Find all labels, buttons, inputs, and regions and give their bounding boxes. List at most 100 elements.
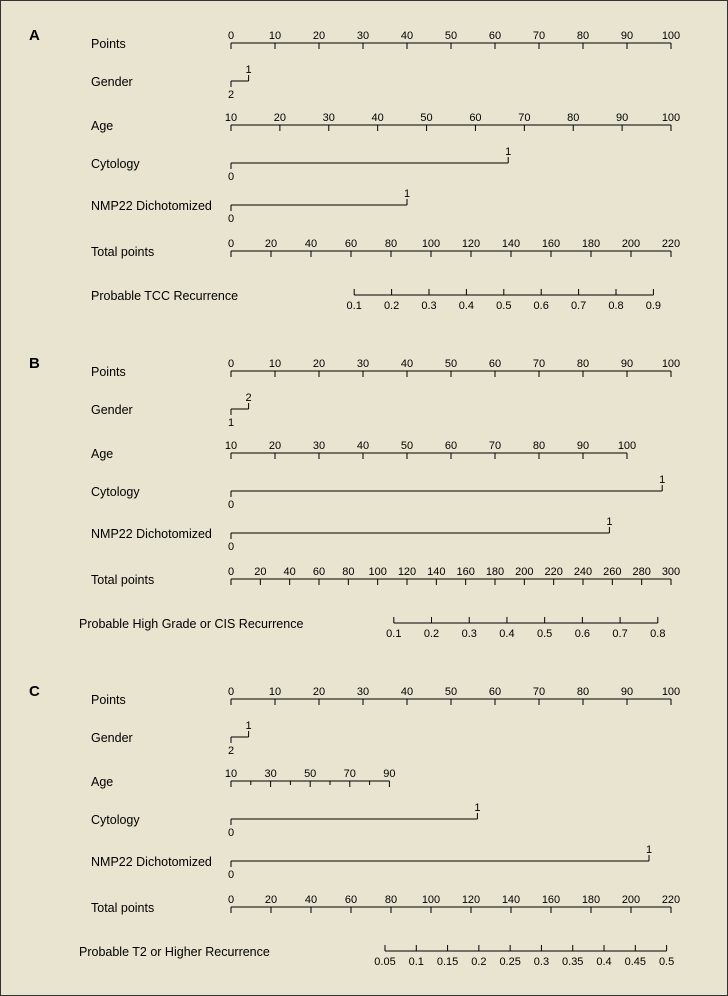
svg-text:120: 120	[462, 238, 480, 250]
svg-text:280: 280	[632, 566, 650, 578]
svg-text:10: 10	[225, 112, 237, 124]
svg-text:90: 90	[383, 768, 395, 780]
axis: 020406080100120140160180200220	[1, 231, 728, 281]
svg-text:220: 220	[544, 566, 562, 578]
svg-text:0.35: 0.35	[562, 956, 583, 968]
svg-text:240: 240	[574, 566, 592, 578]
svg-text:60: 60	[313, 566, 325, 578]
svg-text:80: 80	[385, 894, 397, 906]
svg-text:1: 1	[246, 720, 252, 732]
svg-text:1: 1	[228, 417, 234, 429]
panel-c: CPoints0102030405060708090100Gender12Age…	[1, 671, 728, 991]
svg-text:70: 70	[533, 358, 545, 370]
svg-text:0.4: 0.4	[596, 956, 611, 968]
svg-text:1: 1	[404, 188, 410, 200]
svg-text:10: 10	[269, 30, 281, 42]
svg-text:0.3: 0.3	[462, 628, 477, 640]
svg-text:300: 300	[662, 566, 680, 578]
svg-text:50: 50	[420, 112, 432, 124]
svg-text:10: 10	[225, 768, 237, 780]
svg-text:2: 2	[228, 89, 234, 101]
axis: 020406080100120140160180200220	[1, 887, 728, 937]
svg-text:50: 50	[445, 358, 457, 370]
svg-text:220: 220	[662, 238, 680, 250]
svg-text:100: 100	[368, 566, 386, 578]
svg-text:20: 20	[313, 686, 325, 698]
svg-text:2: 2	[228, 745, 234, 757]
axis: 0.10.20.30.40.50.60.70.80.9	[1, 275, 728, 325]
svg-text:40: 40	[357, 440, 369, 452]
axis: 10	[1, 185, 728, 235]
svg-text:1: 1	[646, 844, 652, 856]
svg-text:60: 60	[345, 238, 357, 250]
svg-text:1: 1	[474, 802, 480, 814]
svg-text:220: 220	[662, 894, 680, 906]
svg-text:0: 0	[228, 686, 234, 698]
svg-text:160: 160	[542, 238, 560, 250]
svg-text:40: 40	[284, 566, 296, 578]
svg-text:50: 50	[445, 30, 457, 42]
svg-text:100: 100	[422, 238, 440, 250]
svg-text:1: 1	[505, 146, 511, 158]
svg-text:0: 0	[228, 358, 234, 370]
svg-text:80: 80	[577, 358, 589, 370]
panel-b: BPoints0102030405060708090100Gender21Age…	[1, 343, 728, 663]
svg-text:60: 60	[489, 358, 501, 370]
axis: 10	[1, 841, 728, 891]
svg-text:180: 180	[486, 566, 504, 578]
svg-text:20: 20	[313, 358, 325, 370]
svg-text:90: 90	[616, 112, 628, 124]
axis: 0204060801001201401601802002202402602803…	[1, 559, 728, 609]
svg-text:80: 80	[567, 112, 579, 124]
svg-text:0: 0	[228, 238, 234, 250]
svg-text:50: 50	[401, 440, 413, 452]
svg-text:10: 10	[269, 358, 281, 370]
svg-text:0: 0	[228, 171, 234, 183]
svg-text:2: 2	[246, 392, 252, 404]
axis: 12	[1, 61, 728, 111]
axis: 0.050.10.150.20.250.30.350.40.450.5	[1, 931, 728, 981]
svg-text:0.2: 0.2	[471, 956, 486, 968]
svg-text:80: 80	[577, 30, 589, 42]
svg-text:0.1: 0.1	[409, 956, 424, 968]
svg-text:0.25: 0.25	[499, 956, 520, 968]
svg-text:100: 100	[422, 894, 440, 906]
svg-text:260: 260	[603, 566, 621, 578]
svg-text:100: 100	[662, 112, 680, 124]
svg-text:160: 160	[456, 566, 474, 578]
svg-text:30: 30	[357, 30, 369, 42]
svg-text:20: 20	[269, 440, 281, 452]
svg-text:0.7: 0.7	[571, 300, 586, 312]
axis: 0.10.20.30.40.50.60.70.8	[1, 603, 728, 653]
svg-text:80: 80	[385, 238, 397, 250]
svg-text:90: 90	[577, 440, 589, 452]
axis: 12	[1, 717, 728, 767]
svg-text:180: 180	[582, 894, 600, 906]
svg-text:0: 0	[228, 869, 234, 881]
svg-text:30: 30	[357, 686, 369, 698]
svg-text:140: 140	[427, 566, 445, 578]
svg-text:70: 70	[518, 112, 530, 124]
svg-text:0.3: 0.3	[534, 956, 549, 968]
svg-text:160: 160	[542, 894, 560, 906]
svg-text:0.05: 0.05	[374, 956, 395, 968]
svg-text:60: 60	[345, 894, 357, 906]
svg-text:70: 70	[533, 686, 545, 698]
svg-text:20: 20	[274, 112, 286, 124]
svg-text:0.6: 0.6	[575, 628, 590, 640]
svg-text:0.3: 0.3	[421, 300, 436, 312]
svg-text:0.7: 0.7	[612, 628, 627, 640]
svg-text:80: 80	[577, 686, 589, 698]
svg-text:90: 90	[621, 686, 633, 698]
svg-text:0.4: 0.4	[459, 300, 474, 312]
svg-text:100: 100	[618, 440, 636, 452]
svg-text:100: 100	[662, 358, 680, 370]
svg-text:140: 140	[502, 238, 520, 250]
svg-text:80: 80	[533, 440, 545, 452]
svg-text:40: 40	[401, 358, 413, 370]
svg-text:30: 30	[313, 440, 325, 452]
svg-text:0.1: 0.1	[386, 628, 401, 640]
axis: 10	[1, 513, 728, 563]
svg-text:30: 30	[323, 112, 335, 124]
svg-text:0.2: 0.2	[424, 628, 439, 640]
